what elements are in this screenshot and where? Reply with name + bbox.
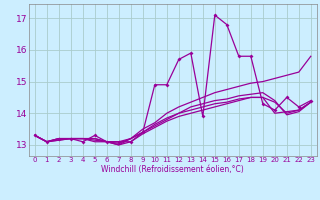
X-axis label: Windchill (Refroidissement éolien,°C): Windchill (Refroidissement éolien,°C) — [101, 165, 244, 174]
